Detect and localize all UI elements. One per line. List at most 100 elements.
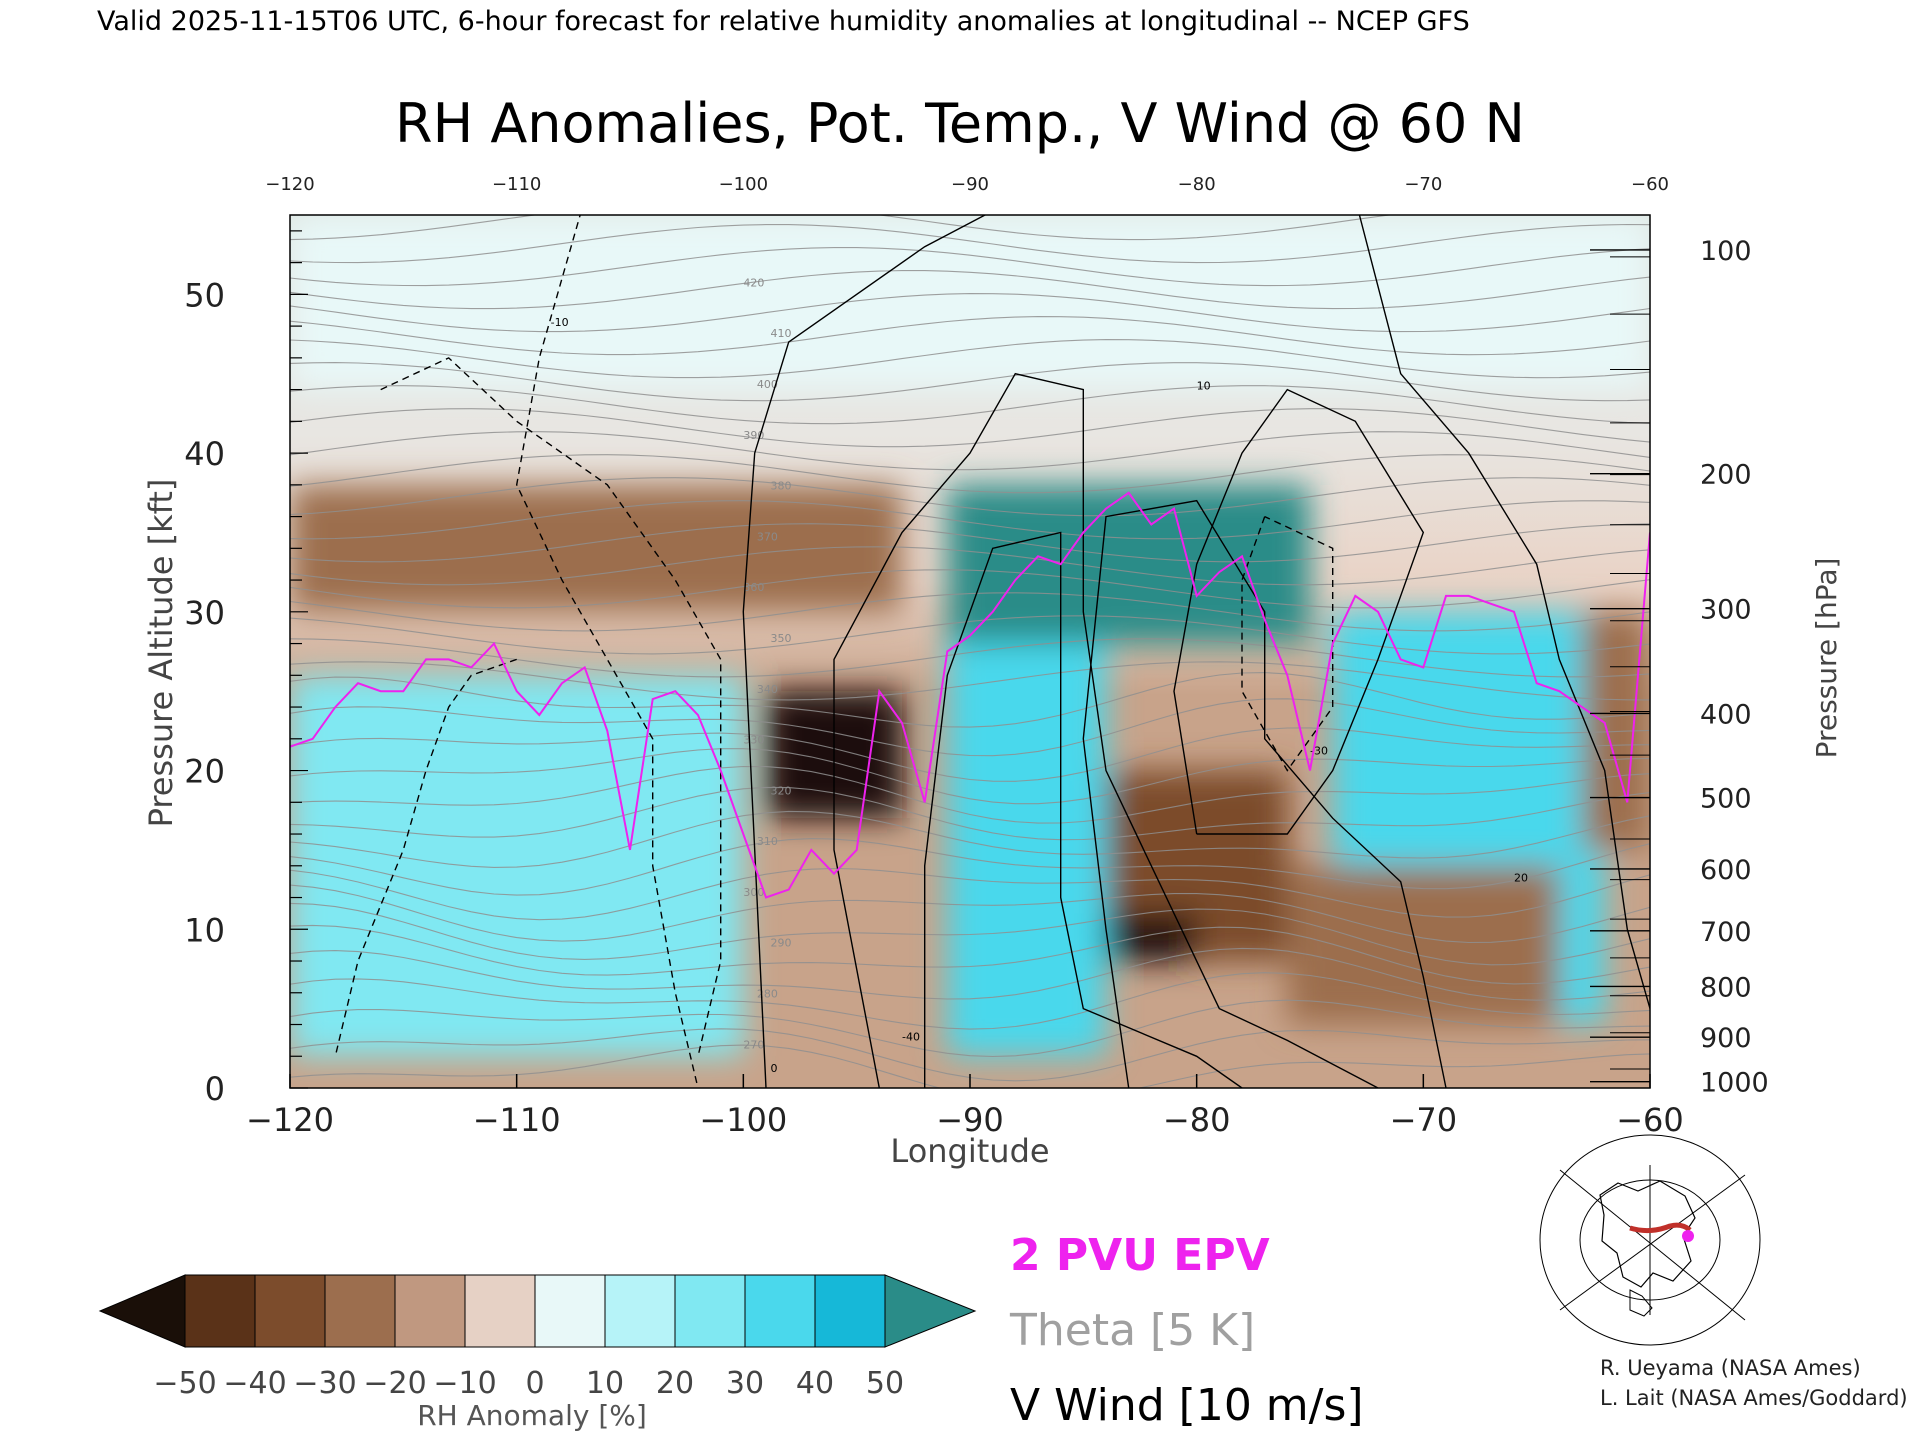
x-top-tick-label: −110 — [492, 174, 541, 195]
theta-line-6 — [290, 902, 1650, 966]
x-tick-label: −90 — [936, 1101, 1004, 1139]
x-top-tick-label: −60 — [1631, 174, 1669, 195]
theta-label: 420 — [743, 276, 764, 289]
theta-label: 290 — [771, 937, 792, 950]
pressure-tick-label: 500 — [1700, 784, 1752, 815]
y-tick-label: 50 — [184, 276, 225, 314]
rh-region-5 — [947, 643, 1106, 1057]
theta-line-25 — [290, 477, 1650, 517]
x-tick-label: −120 — [246, 1101, 334, 1139]
theta-line-30 — [290, 362, 1650, 402]
colorbar-swatch — [674, 1274, 746, 1348]
x-tick-label: −80 — [1163, 1101, 1231, 1139]
colorbar-low-arrow — [98, 1274, 186, 1348]
v-wind-label: -40 — [902, 1030, 920, 1043]
rh-region-1 — [290, 484, 902, 612]
colorbar-tick-label: 40 — [796, 1366, 834, 1401]
y2-axis-label: Pressure [hPa] — [1810, 558, 1843, 759]
theta-line-32 — [290, 316, 1650, 356]
theta-line-5 — [290, 924, 1650, 985]
axes: −120 −110 −100 −90 −80 −70 −60 −120 −110 −100 −90 −… — [184, 174, 1768, 1139]
colorbar-tick-label: −30 — [293, 1366, 356, 1401]
theta-line-28 — [290, 408, 1650, 448]
theta-line-27 — [290, 431, 1650, 471]
theta-line-13 — [290, 748, 1650, 805]
x-top-tick-label: −100 — [719, 174, 768, 195]
x-top-tick-label: −70 — [1404, 174, 1442, 195]
colorbar-swatch — [324, 1274, 396, 1348]
colorbar-tick-label: 0 — [525, 1366, 544, 1401]
v-wind-line-2 — [924, 531, 1243, 1088]
colorbar-high-arrow — [884, 1274, 977, 1348]
pressure-tick-label: 100 — [1700, 236, 1752, 267]
credit-lait: L. Lait (NASA Ames/Goddard) — [1600, 1386, 1908, 1410]
colorbar-swatch — [604, 1274, 676, 1348]
pressure-tick-label: 600 — [1700, 855, 1752, 886]
theta-contours: 2702802903003103203303403503603703803904… — [290, 215, 1650, 1088]
theta-label: 400 — [757, 378, 778, 391]
v-wind-label: -10 — [551, 316, 569, 329]
theta-line-22 — [290, 546, 1650, 586]
theta-label: 350 — [771, 632, 792, 645]
theta-label: 360 — [743, 581, 764, 594]
colorbar-swatch — [744, 1274, 816, 1348]
theta-line-36 — [290, 223, 1650, 264]
rh-region-3 — [290, 675, 744, 1057]
colorbar-swatch — [254, 1274, 326, 1348]
v-wind-line-6 — [334, 658, 517, 1057]
v-wind-line-8 — [380, 357, 722, 1057]
colorbar-tick-label: 50 — [866, 1366, 904, 1401]
theta-line-14 — [290, 727, 1650, 782]
x-axis-label: Longitude — [890, 1132, 1049, 1170]
theta-line-20 — [290, 592, 1650, 632]
x-tick-label: −100 — [699, 1101, 787, 1139]
y-tick-label: 30 — [184, 594, 225, 632]
epv-2pvu-line — [290, 491, 1650, 899]
colorbar-swatch — [534, 1274, 606, 1348]
v-wind-line-3 — [1082, 499, 1447, 1088]
rh-anomaly-field — [290, 215, 1650, 1057]
pressure-tick-label: 1000 — [1700, 1068, 1769, 1099]
theta-label: 380 — [771, 480, 792, 493]
plot-area: 2702802903003103203303403503603703803904… — [290, 215, 1650, 1088]
theta-line-4 — [290, 947, 1650, 1001]
rh-region-9 — [1287, 865, 1560, 1025]
v-wind-line-9 — [1241, 515, 1334, 772]
pressure-tick-label: 800 — [1700, 972, 1752, 1003]
y-axis-label: Pressure Altitude [kft] — [142, 479, 180, 828]
theta-line-26 — [290, 454, 1650, 494]
v-wind-line-0 — [742, 215, 987, 1088]
colorbar-swatch — [814, 1274, 886, 1348]
pressure-tick-label: 200 — [1700, 460, 1752, 491]
theta-line-37 — [290, 215, 1394, 241]
rh-region-7 — [1106, 913, 1197, 962]
colorbar-swatch — [184, 1274, 256, 1348]
theta-label: 270 — [743, 1038, 764, 1051]
theta-line-9 — [290, 838, 1650, 896]
theta-label: 310 — [757, 835, 778, 848]
colorbar-swatch — [464, 1274, 536, 1348]
x-top-tick-label: −120 — [265, 174, 314, 195]
y-tick-label: 40 — [184, 435, 225, 473]
y-tick-label: 20 — [184, 753, 225, 791]
theta-line-34 — [290, 270, 1650, 310]
theta-line-31 — [290, 339, 1650, 379]
rh-region-0 — [290, 215, 1650, 390]
theta-label: 370 — [757, 530, 778, 543]
x-top-tick-label: −80 — [1178, 174, 1216, 195]
x-tick-label: −60 — [1616, 1101, 1684, 1139]
theta-line-17 — [290, 661, 1650, 701]
theta-line-15 — [290, 698, 1650, 757]
theta-line-29 — [290, 385, 1650, 425]
theta-line-21 — [290, 569, 1650, 609]
pressure-tick-label: 900 — [1700, 1023, 1752, 1054]
x-top-tick-label: −90 — [951, 174, 989, 195]
v-wind-line-1 — [833, 372, 1379, 1088]
theta-label: 280 — [757, 988, 778, 1001]
valid-time-line: Valid 2025-11-15T06 UTC, 6-hour forecast… — [97, 6, 1470, 37]
v-wind-line-7 — [515, 215, 699, 1088]
legend-v-wind: V Wind [10 m/s] — [1010, 1380, 1364, 1431]
colorbar-tick-label: 10 — [586, 1366, 624, 1401]
